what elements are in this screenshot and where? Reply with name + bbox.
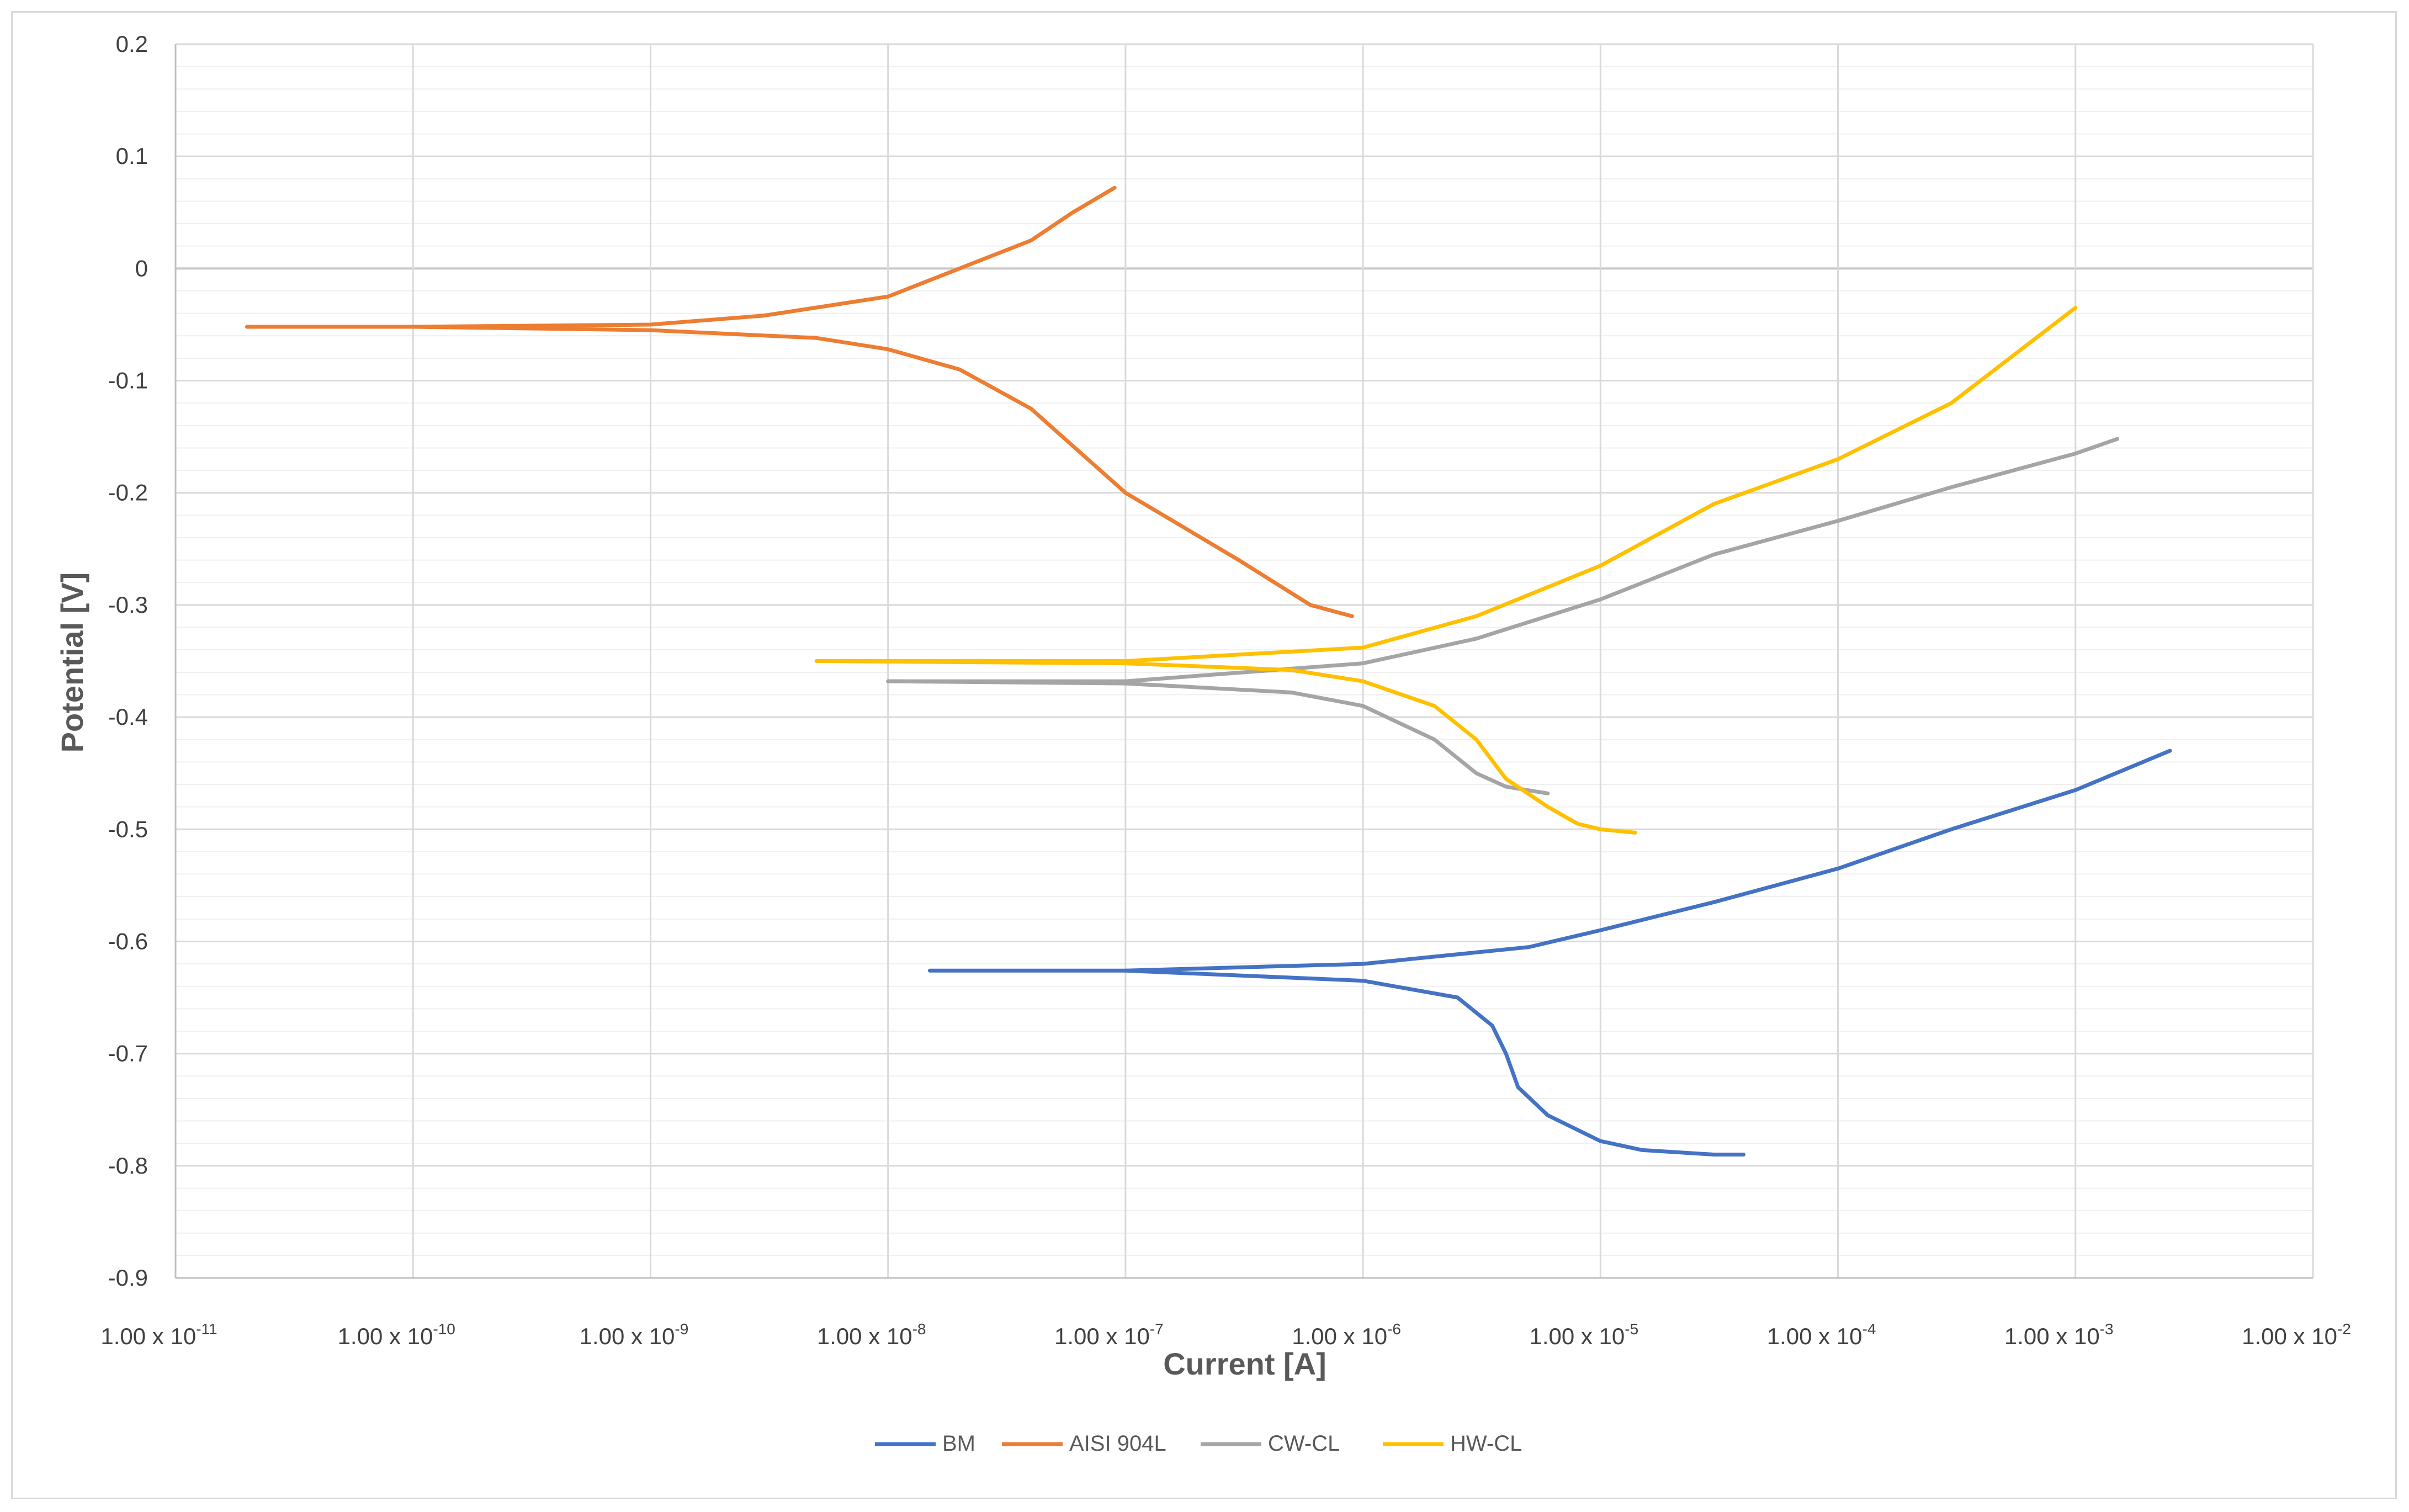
x-tick-label: 1.00 x 10-10: [338, 1320, 455, 1349]
x-tick-label: 1.00 x 10-4: [1767, 1320, 1876, 1349]
legend-label-cw-cl: CW-CL: [1268, 1431, 1340, 1456]
y-tick-label: -0.6: [108, 928, 148, 954]
y-tick-label: 0: [135, 255, 148, 281]
x-tick-label: 1.00 x 10-7: [1054, 1320, 1164, 1349]
legend-label-hw-cl: HW-CL: [1450, 1431, 1522, 1456]
y-tick-label: -0.7: [108, 1041, 148, 1067]
y-tick-label: -0.8: [108, 1153, 148, 1179]
x-axis-title: Current [A]: [1163, 1346, 1326, 1381]
y-tick-label: 0.1: [116, 143, 148, 169]
series-line-hw-cl-anodic: [814, 306, 2078, 663]
series-line-cw-cl-cathodic: [886, 679, 1550, 795]
y-tick-label: -0.2: [108, 480, 148, 506]
y-tick-label: -0.5: [108, 816, 148, 842]
x-tick-label: 1.00 x 10-8: [817, 1320, 926, 1349]
y-tick-label: -0.9: [108, 1265, 148, 1291]
x-tick-label: 1.00 x 10-9: [580, 1320, 689, 1349]
y-axis-title: Potential [V]: [55, 572, 89, 753]
series-line-bm-anodic: [927, 749, 2172, 973]
y-tick-label: 0.2: [116, 31, 148, 57]
y-tick-label: -0.1: [108, 368, 148, 394]
x-tick-label: 1.00 x 10-5: [1529, 1320, 1638, 1349]
chart-frame: [11, 11, 2397, 1499]
series-layer: [245, 185, 2172, 1156]
x-tick-label: 1.00 x 10-6: [1292, 1320, 1401, 1349]
tick-labels: 0.2 0.1 0 -0.1 -0.2 -0.3 -0.4 -0.5 -0.6 -0.7 -0.8 -…: [100, 31, 2350, 1349]
legend: BM AISI 904L CW-CL HW-CL: [875, 1431, 1522, 1456]
x-tick-label: 1.00 x 10-2: [2242, 1320, 2351, 1349]
grid-layer: [174, 43, 2314, 1279]
series-line-hw-cl-cathodic: [814, 659, 1637, 835]
y-tick-label: -0.4: [108, 704, 148, 730]
legend-label-aisi-904l: AISI 904L: [1069, 1431, 1166, 1456]
series-line-cw-cl-anodic: [886, 437, 2119, 683]
x-tick-label: 1.00 x 10-3: [2004, 1320, 2114, 1349]
legend-label-bm: BM: [942, 1431, 975, 1456]
series-line-aisi-904l-cathodic: [245, 325, 1354, 618]
series-line-bm-cathodic: [1123, 968, 1745, 1156]
x-tick-label: 1.00 x 10-11: [100, 1320, 217, 1349]
y-tick-label: -0.3: [108, 592, 148, 618]
series-line-aisi-904l-anodic: [245, 185, 1117, 329]
